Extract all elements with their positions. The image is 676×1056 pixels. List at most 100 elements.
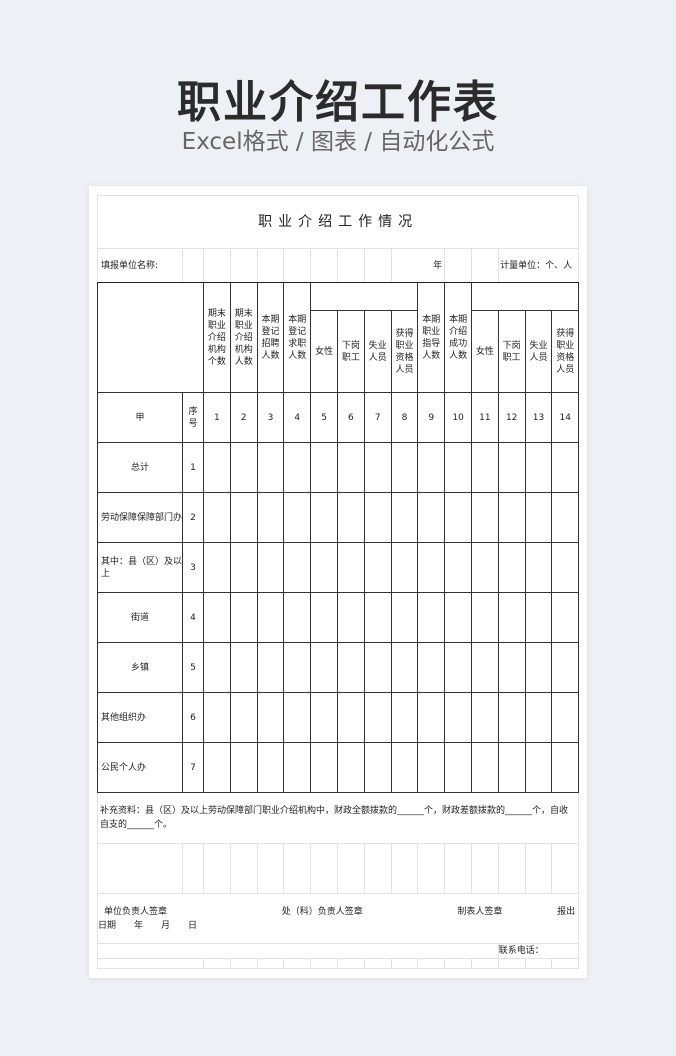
data-cell[interactable] — [229, 542, 258, 593]
data-cell[interactable] — [390, 642, 419, 693]
data-cell[interactable] — [283, 742, 312, 793]
data-cell[interactable] — [497, 542, 526, 593]
data-cell[interactable] — [551, 542, 580, 593]
data-cell[interactable] — [310, 442, 338, 493]
data-cell[interactable] — [283, 592, 312, 643]
data-cell[interactable] — [417, 492, 446, 543]
data-cell[interactable] — [310, 692, 338, 743]
data-cell[interactable] — [497, 692, 526, 743]
data-cell[interactable] — [363, 742, 392, 793]
data-cell[interactable] — [417, 692, 446, 743]
data-cell[interactable] — [444, 592, 472, 643]
data-cell[interactable] — [363, 492, 392, 543]
data-cell[interactable] — [363, 442, 392, 493]
data-cell[interactable] — [310, 642, 338, 693]
data-cell[interactable] — [256, 442, 285, 493]
data-cell[interactable] — [390, 542, 419, 593]
data-cell[interactable] — [336, 742, 365, 793]
data-cell[interactable] — [229, 592, 258, 643]
data-cell[interactable] — [390, 592, 419, 643]
data-cell[interactable] — [551, 492, 580, 543]
data-cell[interactable] — [256, 742, 285, 793]
data-cell[interactable] — [256, 542, 285, 593]
data-cell[interactable] — [310, 742, 338, 793]
data-cell[interactable] — [256, 642, 285, 693]
data-cell[interactable] — [524, 642, 553, 693]
data-cell[interactable] — [229, 692, 258, 743]
data-cell[interactable] — [283, 542, 312, 593]
data-cell[interactable] — [229, 442, 258, 493]
data-cell[interactable] — [524, 742, 553, 793]
data-cell[interactable] — [310, 492, 338, 543]
data-cell[interactable] — [470, 692, 499, 743]
data-cell[interactable] — [497, 642, 526, 693]
data-cell[interactable] — [336, 442, 365, 493]
data-cell[interactable] — [203, 492, 231, 543]
data-cell[interactable] — [444, 442, 472, 493]
data-cell[interactable] — [283, 492, 312, 543]
data-cell[interactable] — [417, 442, 446, 493]
data-cell[interactable] — [336, 642, 365, 693]
data-cell[interactable] — [336, 492, 365, 543]
data-cell[interactable] — [390, 692, 419, 743]
data-cell[interactable] — [363, 592, 392, 643]
data-cell[interactable] — [310, 542, 338, 593]
data-cell[interactable] — [444, 642, 472, 693]
data-cell[interactable] — [283, 692, 312, 743]
data-cell[interactable] — [203, 592, 231, 643]
data-cell[interactable] — [497, 492, 526, 543]
data-cell[interactable] — [444, 542, 472, 593]
data-cell[interactable] — [417, 542, 446, 593]
data-cell[interactable] — [524, 592, 553, 643]
data-cell[interactable] — [470, 442, 499, 493]
data-cell[interactable] — [256, 692, 285, 743]
data-cell[interactable] — [497, 742, 526, 793]
data-cell[interactable] — [470, 492, 499, 543]
data-cell[interactable] — [203, 742, 231, 793]
banner-title: 职业介绍工作表 — [177, 77, 499, 128]
data-cell[interactable] — [551, 742, 580, 793]
data-cell[interactable] — [524, 692, 553, 743]
data-cell[interactable] — [551, 692, 580, 743]
data-cell[interactable] — [390, 492, 419, 543]
data-cell[interactable] — [203, 692, 231, 743]
data-cell[interactable] — [444, 742, 472, 793]
data-cell[interactable] — [256, 492, 285, 543]
data-cell[interactable] — [336, 692, 365, 743]
data-cell[interactable] — [203, 542, 231, 593]
data-cell[interactable] — [524, 442, 553, 493]
data-cell[interactable] — [551, 442, 580, 493]
data-cell[interactable] — [524, 492, 553, 543]
data-cell[interactable] — [336, 542, 365, 593]
data-cell[interactable] — [363, 642, 392, 693]
data-cell[interactable] — [417, 742, 446, 793]
data-cell[interactable] — [283, 442, 312, 493]
data-cell[interactable] — [363, 692, 392, 743]
data-cell[interactable] — [444, 692, 472, 743]
data-cell[interactable] — [336, 592, 365, 643]
data-cell[interactable] — [229, 642, 258, 693]
data-cell[interactable] — [551, 592, 580, 643]
data-cell[interactable] — [203, 442, 231, 493]
column-header: 女性 — [310, 310, 338, 393]
data-cell[interactable] — [470, 742, 499, 793]
data-cell[interactable] — [310, 592, 338, 643]
data-cell[interactable] — [390, 742, 419, 793]
data-cell[interactable] — [524, 542, 553, 593]
data-cell[interactable] — [470, 592, 499, 643]
data-cell[interactable] — [229, 492, 258, 543]
data-cell[interactable] — [470, 642, 499, 693]
data-cell[interactable] — [551, 642, 580, 693]
data-cell[interactable] — [470, 542, 499, 593]
data-cell[interactable] — [444, 492, 472, 543]
data-cell[interactable] — [283, 642, 312, 693]
data-cell[interactable] — [497, 592, 526, 643]
data-cell[interactable] — [390, 442, 419, 493]
data-cell[interactable] — [203, 642, 231, 693]
data-cell[interactable] — [363, 542, 392, 593]
data-cell[interactable] — [229, 742, 258, 793]
data-cell[interactable] — [417, 592, 446, 643]
data-cell[interactable] — [497, 442, 526, 493]
data-cell[interactable] — [417, 642, 446, 693]
data-cell[interactable] — [256, 592, 285, 643]
